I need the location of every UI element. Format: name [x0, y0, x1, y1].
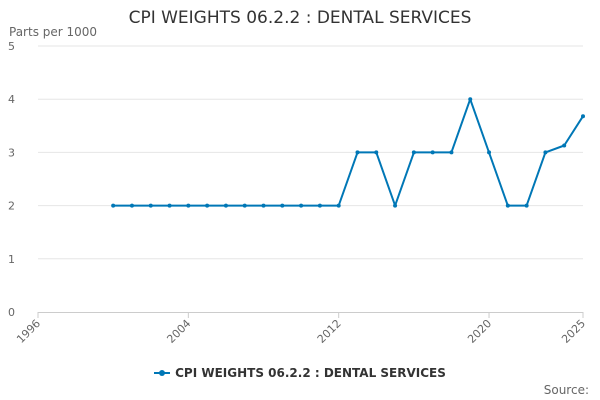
data-point	[562, 143, 567, 148]
data-point	[205, 203, 210, 208]
y-tick-label: 2	[8, 200, 15, 213]
data-point	[129, 203, 134, 208]
data-point	[543, 150, 548, 155]
data-point	[336, 203, 341, 208]
data-point	[111, 203, 116, 208]
series-layer	[111, 97, 585, 208]
data-point	[148, 203, 153, 208]
data-point	[524, 203, 529, 208]
chart-title: CPI WEIGHTS 06.2.2 : DENTAL SERVICES	[128, 8, 472, 28]
data-point	[468, 97, 473, 102]
axes: 0 1 2 3 4 5 1996 2004 2012 2020 2025	[8, 40, 588, 346]
series-line	[112, 98, 584, 207]
data-point	[355, 150, 360, 155]
x-tick-label: 2020	[465, 317, 494, 346]
x-tick-label: 2012	[315, 317, 344, 346]
data-point	[186, 203, 191, 208]
data-point	[280, 203, 285, 208]
y-tick-label: 5	[8, 40, 15, 53]
data-point	[317, 203, 322, 208]
legend-swatch-icon	[154, 369, 171, 376]
data-point	[374, 150, 379, 155]
data-point	[487, 150, 492, 155]
x-tick-label: 2004	[164, 317, 193, 346]
y-tick-label: 1	[8, 253, 15, 266]
data-point	[167, 203, 172, 208]
data-point	[242, 203, 247, 208]
data-point	[449, 150, 454, 155]
legend-label: CPI WEIGHTS 06.2.2 : DENTAL SERVICES	[175, 366, 446, 380]
data-point	[299, 203, 304, 208]
data-point	[505, 203, 510, 208]
x-tick-label: 2025	[559, 317, 588, 346]
x-tick-label: 1996	[14, 317, 43, 346]
y-tick-label: 0	[8, 306, 15, 319]
data-point	[411, 150, 416, 155]
y-tick-label: 4	[8, 93, 15, 106]
y-tick-label: 3	[8, 146, 15, 159]
data-point	[223, 203, 228, 208]
data-point	[393, 203, 398, 208]
data-point	[430, 150, 435, 155]
gridlines	[38, 45, 583, 260]
data-point	[581, 114, 585, 119]
source-label: Source:	[543, 383, 589, 397]
y-axis-label: Parts per 1000	[9, 25, 98, 39]
legend[interactable]: CPI WEIGHTS 06.2.2 : DENTAL SERVICES	[0, 366, 600, 380]
data-point	[261, 203, 266, 208]
